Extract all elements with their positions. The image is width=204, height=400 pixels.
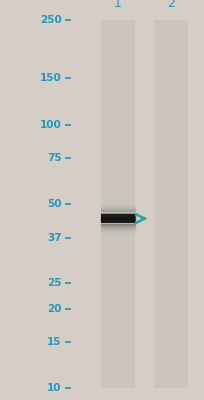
Text: 150: 150 <box>40 74 61 84</box>
Bar <box>100 214 134 223</box>
Text: 25: 25 <box>47 278 61 288</box>
Text: 50: 50 <box>47 199 61 209</box>
Bar <box>153 20 187 388</box>
Text: 75: 75 <box>47 153 61 163</box>
Text: 37: 37 <box>47 234 61 244</box>
Text: 15: 15 <box>47 337 61 347</box>
Text: 1: 1 <box>113 0 121 10</box>
Text: 10: 10 <box>47 383 61 393</box>
Text: 20: 20 <box>47 304 61 314</box>
Text: 250: 250 <box>40 15 61 25</box>
Text: 100: 100 <box>40 120 61 130</box>
Bar <box>100 20 134 388</box>
Text: 2: 2 <box>166 0 174 10</box>
